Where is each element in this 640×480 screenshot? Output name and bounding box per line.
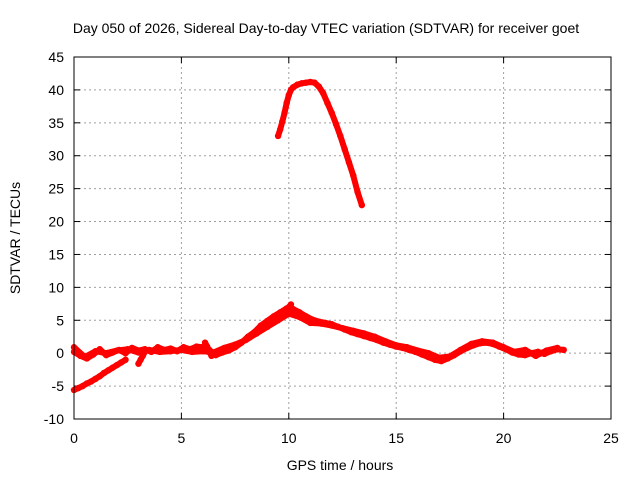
- data-point: [554, 344, 561, 352]
- series-dip-traces: [135, 301, 295, 367]
- data-point: [283, 306, 290, 313]
- chart-title: Day 050 of 2026, Sidereal Day-to-day VTE…: [73, 20, 579, 36]
- x-tick-label: 10: [281, 430, 297, 446]
- axis-ticks: [73, 56, 612, 420]
- y-tick-label: 40: [48, 82, 64, 98]
- y-tick-label: 15: [48, 246, 64, 262]
- grid-lines: [74, 57, 611, 419]
- x-tick-label: 5: [178, 430, 186, 446]
- y-axis-label: SDTVAR / TECUs: [7, 182, 23, 294]
- y-tick-label: 0: [56, 345, 64, 361]
- y-tick-label: 45: [48, 49, 64, 65]
- series-high-peak: [274, 78, 366, 209]
- y-tick-label: 20: [48, 214, 64, 230]
- data-point: [141, 348, 149, 356]
- y-tick-label: -5: [52, 378, 65, 394]
- plot-frame: [73, 56, 612, 420]
- data-points: [70, 78, 567, 394]
- series-low-start-trace: [70, 356, 129, 394]
- data-point: [560, 346, 567, 354]
- data-point: [208, 352, 215, 360]
- y-tick-label: 5: [56, 312, 64, 328]
- y-tick-label: 10: [48, 279, 64, 295]
- y-tick-label: 35: [48, 115, 64, 131]
- x-tick-label: 0: [70, 430, 78, 446]
- y-tick-label: 25: [48, 181, 64, 197]
- y-tick-label: -10: [44, 411, 64, 427]
- tick-labels: 0 5 10 15 20 25 -10 -5 0 5 10 15 20 25 30 35 40 45: [44, 49, 619, 446]
- data-point: [358, 201, 366, 209]
- x-tick-label: 15: [388, 430, 404, 446]
- x-tick-label: 25: [603, 430, 619, 446]
- data-point: [122, 356, 129, 363]
- x-tick-label: 20: [496, 430, 512, 446]
- x-axis-label: GPS time / hours: [287, 457, 394, 473]
- y-tick-label: 30: [48, 148, 64, 164]
